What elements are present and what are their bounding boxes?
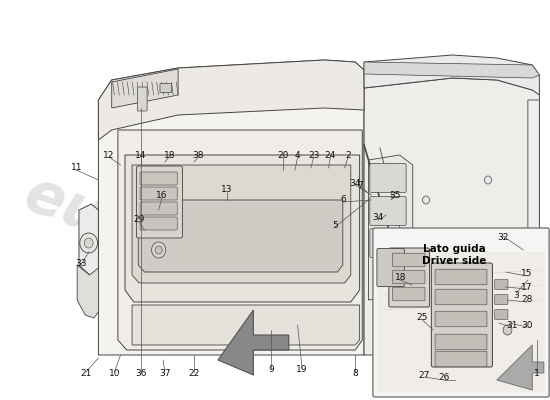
Text: 3: 3 bbox=[514, 290, 519, 300]
Circle shape bbox=[502, 236, 509, 244]
Text: 7: 7 bbox=[358, 180, 364, 190]
Circle shape bbox=[485, 176, 492, 184]
Text: 38: 38 bbox=[192, 150, 204, 160]
Text: 35: 35 bbox=[389, 190, 401, 200]
FancyBboxPatch shape bbox=[435, 351, 487, 367]
Polygon shape bbox=[118, 130, 362, 350]
Text: 24: 24 bbox=[325, 150, 336, 160]
Text: eurospares: eurospares bbox=[17, 165, 383, 345]
Text: 2: 2 bbox=[345, 150, 351, 160]
Polygon shape bbox=[79, 204, 98, 275]
Text: 13: 13 bbox=[221, 186, 233, 194]
Text: 19: 19 bbox=[296, 366, 308, 374]
FancyBboxPatch shape bbox=[140, 187, 177, 200]
FancyBboxPatch shape bbox=[393, 270, 425, 284]
FancyBboxPatch shape bbox=[160, 84, 172, 92]
Circle shape bbox=[485, 296, 492, 304]
Polygon shape bbox=[132, 305, 360, 345]
Polygon shape bbox=[112, 69, 178, 108]
Circle shape bbox=[152, 242, 166, 258]
Text: 30: 30 bbox=[521, 320, 533, 330]
Text: 18: 18 bbox=[163, 150, 175, 160]
FancyBboxPatch shape bbox=[136, 166, 183, 238]
Polygon shape bbox=[364, 55, 540, 95]
FancyBboxPatch shape bbox=[494, 294, 508, 304]
FancyBboxPatch shape bbox=[140, 172, 177, 185]
Text: 34: 34 bbox=[372, 214, 384, 222]
Circle shape bbox=[84, 238, 93, 248]
FancyBboxPatch shape bbox=[435, 289, 487, 305]
FancyBboxPatch shape bbox=[431, 263, 492, 367]
Text: 9: 9 bbox=[268, 366, 274, 374]
Polygon shape bbox=[138, 200, 343, 272]
Polygon shape bbox=[125, 155, 360, 302]
Text: 22: 22 bbox=[189, 370, 200, 378]
Text: 11: 11 bbox=[70, 164, 82, 172]
Text: 16: 16 bbox=[156, 190, 168, 200]
Text: 25: 25 bbox=[417, 314, 428, 322]
Text: 10: 10 bbox=[108, 370, 120, 378]
FancyBboxPatch shape bbox=[140, 217, 177, 230]
Circle shape bbox=[155, 246, 162, 254]
FancyBboxPatch shape bbox=[370, 228, 406, 258]
Text: 31: 31 bbox=[506, 320, 518, 330]
Polygon shape bbox=[364, 70, 540, 355]
Polygon shape bbox=[132, 165, 351, 283]
Text: 17: 17 bbox=[521, 282, 533, 292]
Text: 21: 21 bbox=[80, 370, 92, 378]
Text: 33: 33 bbox=[75, 258, 86, 268]
Text: 14: 14 bbox=[135, 150, 147, 160]
FancyBboxPatch shape bbox=[377, 248, 404, 286]
Polygon shape bbox=[377, 252, 544, 392]
Text: 28: 28 bbox=[521, 296, 532, 304]
Polygon shape bbox=[528, 100, 540, 310]
FancyBboxPatch shape bbox=[373, 228, 549, 397]
Text: 20: 20 bbox=[277, 150, 288, 160]
Text: 5: 5 bbox=[332, 220, 338, 230]
FancyBboxPatch shape bbox=[393, 287, 425, 301]
Text: 12: 12 bbox=[103, 150, 115, 160]
Circle shape bbox=[422, 246, 430, 254]
FancyBboxPatch shape bbox=[435, 311, 487, 327]
FancyBboxPatch shape bbox=[370, 196, 406, 226]
Text: 32: 32 bbox=[497, 234, 509, 242]
Text: Driver side: Driver side bbox=[422, 256, 487, 266]
Text: Lato guida: Lato guida bbox=[423, 244, 486, 254]
FancyBboxPatch shape bbox=[393, 253, 425, 267]
Text: 29: 29 bbox=[134, 216, 145, 224]
Polygon shape bbox=[98, 60, 364, 140]
FancyBboxPatch shape bbox=[370, 164, 406, 192]
Polygon shape bbox=[364, 62, 540, 78]
Polygon shape bbox=[98, 60, 364, 355]
Polygon shape bbox=[77, 265, 98, 318]
Text: 18: 18 bbox=[394, 274, 406, 282]
FancyBboxPatch shape bbox=[435, 269, 487, 285]
Circle shape bbox=[422, 196, 430, 204]
Text: 37: 37 bbox=[159, 370, 170, 378]
Polygon shape bbox=[368, 155, 412, 300]
FancyBboxPatch shape bbox=[389, 248, 430, 307]
Text: 27: 27 bbox=[419, 370, 430, 380]
FancyBboxPatch shape bbox=[435, 334, 487, 350]
Circle shape bbox=[503, 325, 512, 335]
FancyBboxPatch shape bbox=[494, 310, 508, 320]
Circle shape bbox=[80, 233, 97, 253]
Text: 8: 8 bbox=[353, 370, 358, 378]
FancyBboxPatch shape bbox=[140, 202, 177, 215]
Text: 34: 34 bbox=[349, 178, 361, 188]
Text: a passion for parts: a passion for parts bbox=[142, 255, 320, 335]
Text: 4: 4 bbox=[295, 150, 300, 160]
FancyBboxPatch shape bbox=[138, 87, 147, 111]
Text: 1: 1 bbox=[534, 370, 540, 378]
Polygon shape bbox=[218, 310, 289, 375]
Text: 15: 15 bbox=[521, 270, 533, 278]
FancyBboxPatch shape bbox=[494, 280, 508, 290]
Text: 36: 36 bbox=[135, 370, 147, 378]
Text: 6: 6 bbox=[340, 196, 346, 204]
Text: 23: 23 bbox=[308, 150, 319, 160]
Text: 26: 26 bbox=[438, 374, 449, 382]
Polygon shape bbox=[497, 345, 544, 390]
